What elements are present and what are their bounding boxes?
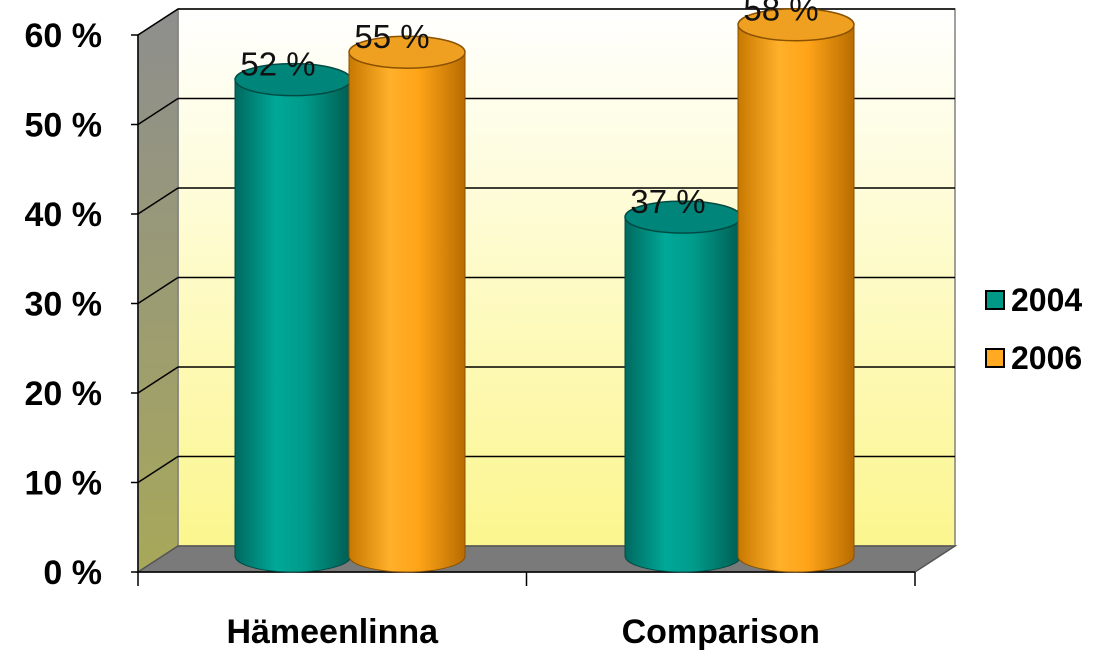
gridline-side — [137, 276, 179, 305]
legend-swatch-2006 — [985, 348, 1005, 368]
bars — [234, 7, 855, 573]
x-tick-label: Comparison — [622, 613, 820, 651]
data-label: 58 % — [743, 0, 818, 28]
x-tick-label: Hämeenlinna — [226, 613, 439, 651]
x-axis: Hämeenlinna Comparison — [137, 571, 916, 651]
data-labels: 52 % 37 % 55 % 58 % — [240, 0, 818, 220]
y-tick-label: 40 % — [25, 196, 103, 234]
gridline-side — [137, 366, 179, 394]
legend-item-2006: 2006 — [985, 336, 1082, 380]
data-label: 37 % — [630, 183, 705, 220]
y-tick-label: 10 % — [25, 465, 103, 503]
gridline-side — [137, 97, 179, 126]
bar-2006-0 — [348, 35, 466, 573]
bar-2006-1 — [737, 7, 855, 573]
y-tick-label: 0 % — [43, 554, 102, 592]
bar-2004-0 — [234, 62, 352, 573]
gridline-side — [137, 455, 179, 484]
legend-swatch-2004 — [985, 290, 1005, 310]
y-tick-label: 30 % — [25, 286, 103, 324]
y-tick-label: 20 % — [25, 375, 103, 413]
data-label: 55 % — [354, 18, 429, 55]
legend-label-2006: 2006 — [1011, 339, 1083, 376]
y-axis: 0 % 10 % 20 % 30 % 40 % 50 % 60 % — [25, 17, 139, 592]
y-tick-label: 60 % — [25, 17, 103, 55]
legend: 2004 2006 — [985, 278, 1082, 394]
legend-item-2004: 2004 — [985, 278, 1082, 322]
gridline-side — [137, 187, 179, 215]
y-tick-label: 50 % — [25, 107, 103, 145]
bar-2004-1 — [624, 200, 742, 573]
data-label: 52 % — [240, 46, 315, 83]
legend-label-2004: 2004 — [1011, 281, 1083, 318]
gridline-side — [137, 8, 179, 36]
